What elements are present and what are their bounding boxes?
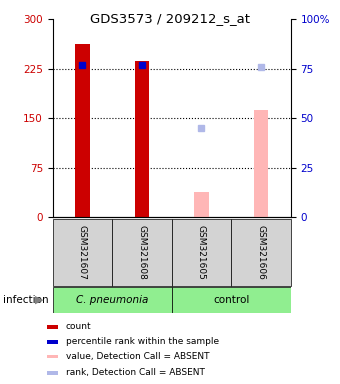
Text: C. pneumonia: C. pneumonia [76,295,148,305]
Bar [254,109,268,217]
Text: control: control [213,295,249,305]
Text: GSM321605: GSM321605 [197,225,206,280]
Bar [47,355,58,358]
Text: GDS3573 / 209212_s_at: GDS3573 / 209212_s_at [90,12,250,25]
Bar [53,219,112,286]
Bar [194,192,209,217]
Text: infection: infection [3,295,49,305]
Bar [112,219,172,286]
Bar [47,340,58,344]
Bar [172,287,291,313]
Text: GSM321607: GSM321607 [78,225,87,280]
Text: rank, Detection Call = ABSENT: rank, Detection Call = ABSENT [66,368,205,377]
Text: count: count [66,323,91,331]
Text: GSM321606: GSM321606 [256,225,266,280]
Bar [231,219,291,286]
Text: GSM321608: GSM321608 [137,225,147,280]
Bar [53,287,172,313]
Bar [47,325,58,329]
Bar [75,44,90,217]
Bar [135,61,149,217]
Bar [172,219,231,286]
Text: percentile rank within the sample: percentile rank within the sample [66,337,219,346]
Bar [47,371,58,374]
Text: ▶: ▶ [35,295,43,305]
Text: value, Detection Call = ABSENT: value, Detection Call = ABSENT [66,352,209,361]
